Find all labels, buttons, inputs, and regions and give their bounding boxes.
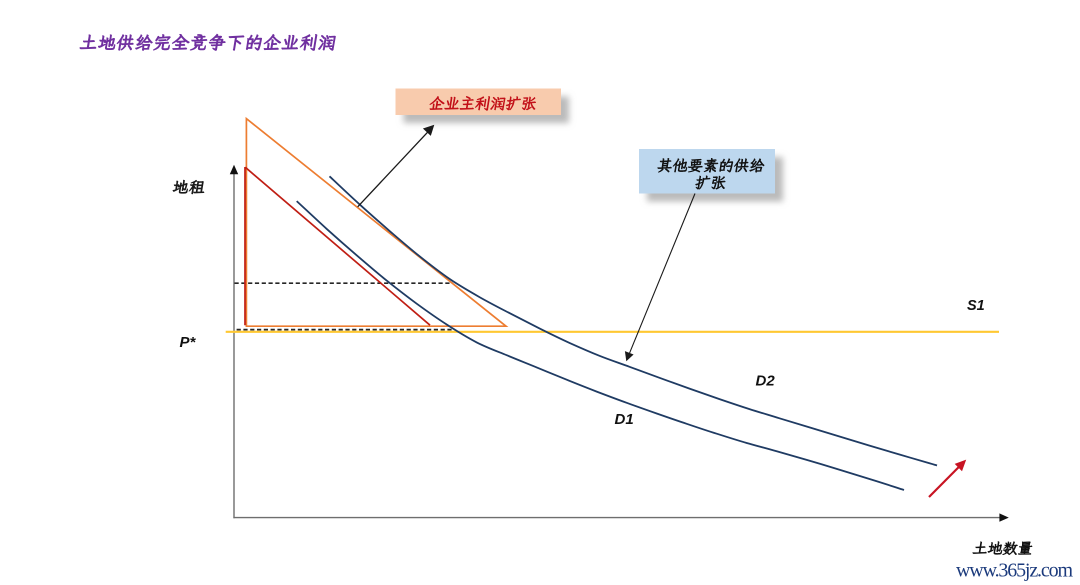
- svg-text:D1: D1: [615, 411, 634, 428]
- svg-text:P*: P*: [180, 334, 197, 351]
- svg-text:D2: D2: [756, 372, 776, 389]
- svg-text:S1: S1: [967, 298, 985, 314]
- svg-text:www.365jz.com: www.365jz.com: [956, 560, 1073, 582]
